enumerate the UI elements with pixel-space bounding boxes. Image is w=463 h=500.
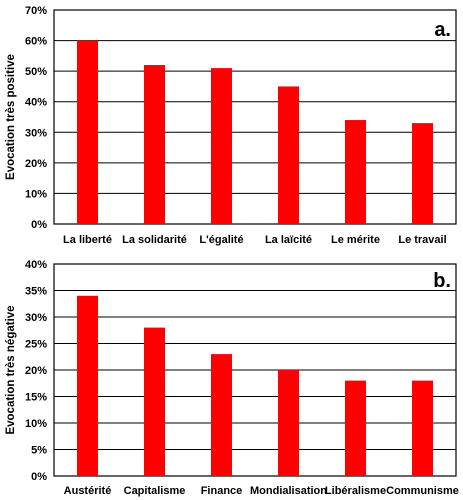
category-label: La solidarité — [122, 234, 187, 246]
y-tick-labels-b: 0% 5% 10% 15% 20% 25% 30% 35% 40% — [25, 259, 47, 483]
category-label: Le travail — [398, 234, 446, 246]
category-label: Le mérite — [331, 234, 380, 246]
y-tick-label: 60% — [25, 36, 47, 48]
bar-a-3 — [211, 68, 232, 224]
panel-label-b: b. — [433, 270, 451, 292]
bar-b-5 — [345, 380, 366, 476]
category-label: Finance — [201, 485, 243, 497]
y-tick-label: 0% — [31, 219, 47, 231]
bar-a-4 — [278, 86, 299, 224]
chart-panel-a: 0% 10% 20% 30% 40% 50% 60% 70% La liberté La sol… — [5, 5, 457, 246]
category-label: Libéralisme — [325, 485, 386, 497]
bars-a — [77, 40, 433, 225]
plot-area-a — [53, 9, 457, 225]
category-label: La laïcité — [265, 234, 312, 246]
y-tick-label: 10% — [25, 418, 47, 430]
y-tick-label: 15% — [25, 392, 47, 404]
y-tick-label: 30% — [25, 312, 47, 324]
category-label: Austérité — [64, 485, 112, 497]
y-tick-label: 10% — [25, 188, 47, 200]
category-label: Mondialisation — [250, 485, 327, 497]
panel-label-a: a. — [434, 19, 451, 41]
category-label: La liberté — [63, 234, 112, 246]
y-axis-title-a: Evocation très positive — [5, 54, 17, 180]
chart-panel-b: 0% 5% 10% 15% 20% 25% 30% 35% 40% Austérité Capit… — [5, 259, 459, 497]
y-tick-label: 40% — [25, 97, 47, 109]
category-label: Capitalisme — [124, 485, 186, 497]
bar-b-4 — [278, 370, 299, 476]
y-tick-label: 70% — [25, 5, 47, 17]
y-tick-label: 30% — [25, 127, 47, 139]
category-labels-b: Austérité Capitalisme Finance Mondialisatio… — [64, 485, 459, 497]
category-labels-a: La liberté La solidarité L'égalité La laïci… — [63, 234, 447, 246]
y-axis-title-b: Evocation très négative — [5, 305, 17, 434]
y-tick-label: 0% — [31, 471, 47, 483]
category-label: L'égalité — [199, 234, 243, 246]
bar-a-2 — [144, 65, 165, 225]
bar-a-5 — [345, 120, 366, 224]
bar-a-1 — [77, 40, 98, 225]
bars-b — [77, 295, 433, 476]
y-tick-labels-a: 0% 10% 20% 30% 40% 50% 60% 70% — [25, 5, 47, 231]
gridlines-a — [54, 40, 456, 194]
bar-b-6 — [412, 380, 433, 476]
bar-b-1 — [77, 295, 98, 476]
bar-b-2 — [144, 327, 165, 476]
gridlines-b — [54, 290, 456, 450]
y-tick-label: 25% — [25, 339, 47, 351]
category-label: Communisme — [386, 485, 459, 497]
bar-b-3 — [211, 354, 232, 476]
y-tick-label: 40% — [25, 259, 47, 271]
y-tick-label: 50% — [25, 66, 47, 78]
y-tick-label: 35% — [25, 286, 47, 298]
y-tick-label: 5% — [31, 445, 47, 457]
bar-a-6 — [412, 123, 433, 224]
y-tick-label: 20% — [25, 365, 47, 377]
y-tick-label: 20% — [25, 158, 47, 170]
